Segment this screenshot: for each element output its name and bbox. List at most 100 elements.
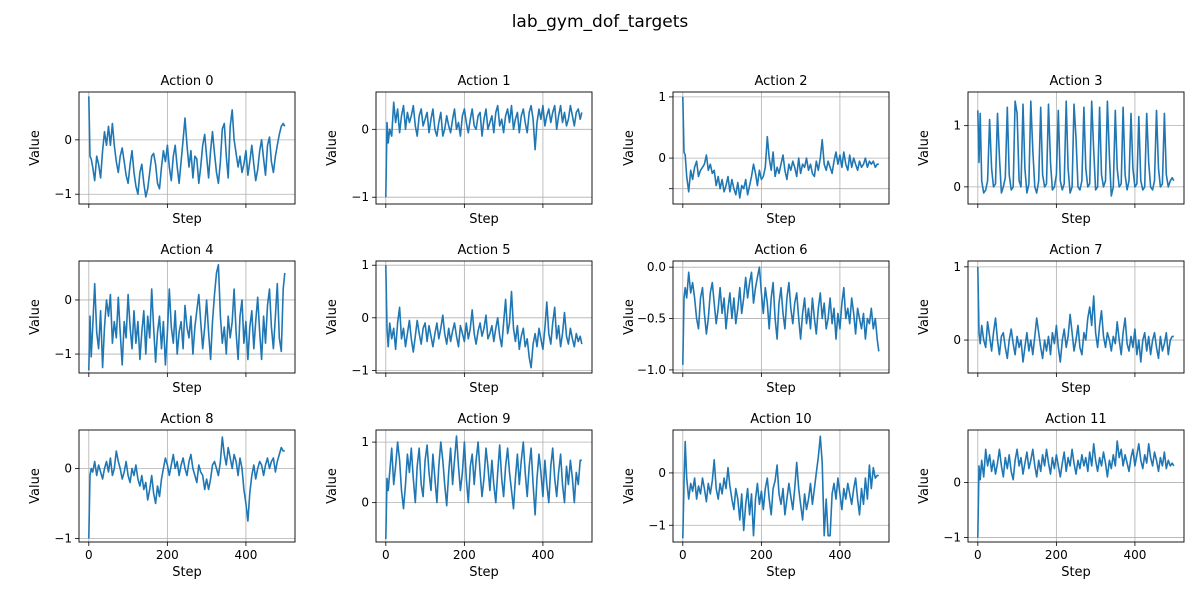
x-tick-label: 200 bbox=[1045, 548, 1068, 562]
y-axis-label: Value bbox=[917, 468, 932, 504]
y-tick-label: −1 bbox=[648, 518, 666, 532]
x-axis-label: Step bbox=[766, 381, 796, 396]
axes-frame bbox=[672, 91, 890, 205]
axes-frame bbox=[78, 91, 296, 205]
axes-frame bbox=[967, 429, 1185, 543]
subplot-title: Action 11 bbox=[1045, 412, 1106, 427]
y-tick-label: 0.0 bbox=[647, 260, 666, 274]
y-tick-label: 0 bbox=[361, 122, 369, 136]
x-axis-label: Step bbox=[469, 381, 499, 396]
y-tick-label: −1 bbox=[54, 532, 72, 546]
x-axis-label: Step bbox=[469, 212, 499, 227]
subplot-title: Action 4 bbox=[160, 243, 213, 258]
x-axis-label: Step bbox=[766, 212, 796, 227]
y-axis-label: Value bbox=[917, 299, 932, 335]
subplot-title: Action 0 bbox=[160, 74, 213, 89]
subplot-action-6: −1.0 −0.5 0.0 Action 6 Step Value bbox=[622, 243, 890, 396]
subplot-action-2: 0 1 Action 2 Step Value bbox=[622, 74, 890, 227]
x-tick-label: 400 bbox=[1123, 548, 1146, 562]
y-tick-label: 0 bbox=[64, 293, 72, 307]
y-axis-label: Value bbox=[28, 130, 43, 166]
subplot-title: Action 7 bbox=[1049, 243, 1102, 258]
y-tick-label: −1 bbox=[351, 363, 369, 377]
y-tick-label: 0 bbox=[658, 466, 666, 480]
y-tick-label: −0.5 bbox=[637, 312, 666, 326]
data-line-action-4 bbox=[88, 263, 286, 371]
y-axis-label: Value bbox=[622, 299, 637, 335]
data-line-action-3 bbox=[977, 100, 1175, 197]
y-tick-label: −1 bbox=[351, 190, 369, 204]
x-tick-label: 200 bbox=[156, 548, 179, 562]
subplot-title: Action 2 bbox=[754, 74, 807, 89]
subplot-action-11: 0 200 400 −1 0 Action 11 Step Value bbox=[917, 412, 1185, 580]
y-tick-label: 1 bbox=[658, 90, 666, 104]
y-axis-label: Value bbox=[28, 299, 43, 335]
y-tick-label: 1 bbox=[361, 435, 369, 449]
y-tick-label: 0 bbox=[953, 475, 961, 489]
x-axis-label: Step bbox=[172, 212, 202, 227]
x-tick-label: 200 bbox=[750, 548, 773, 562]
subplot-title: Action 3 bbox=[1049, 74, 1102, 89]
y-tick-label: 0 bbox=[953, 180, 961, 194]
x-axis-label: Step bbox=[172, 565, 202, 580]
axes-frame bbox=[672, 429, 890, 543]
axes-frame bbox=[672, 260, 890, 374]
data-line-action-11 bbox=[977, 440, 1175, 538]
x-tick-label: 0 bbox=[382, 548, 390, 562]
x-tick-label: 400 bbox=[828, 548, 851, 562]
y-axis-label: Value bbox=[325, 130, 340, 166]
figure-title: lab_gym_dof_targets bbox=[512, 12, 689, 32]
subplot-action-9: 0 200 400 0 1 Action 9 Step Value bbox=[325, 412, 593, 580]
y-axis-label: Value bbox=[622, 468, 637, 504]
subplot-title: Action 1 bbox=[457, 74, 510, 89]
y-tick-label: −1 bbox=[54, 347, 72, 361]
subplot-action-5: −1 0 1 Action 5 Step Value bbox=[325, 243, 593, 396]
axes-frame bbox=[375, 91, 593, 205]
y-axis-label: Value bbox=[917, 130, 932, 166]
x-axis-label: Step bbox=[172, 381, 202, 396]
subplot-action-0: −1 0 Action 0 Step Value bbox=[28, 74, 296, 227]
y-axis-label: Value bbox=[325, 299, 340, 335]
x-axis-label: Step bbox=[1061, 381, 1091, 396]
x-axis-label: Step bbox=[1061, 565, 1091, 580]
data-line-action-9 bbox=[385, 435, 582, 540]
data-line-action-8 bbox=[88, 436, 285, 539]
axes-frame bbox=[375, 429, 593, 543]
x-tick-label: 0 bbox=[85, 548, 93, 562]
data-line-action-1 bbox=[385, 101, 583, 198]
x-axis-label: Step bbox=[1061, 212, 1091, 227]
subplot-title: Action 5 bbox=[457, 243, 510, 258]
subplot-action-10: 0 200 400 −1 0 Action 10 Step Value bbox=[622, 412, 890, 580]
y-tick-label: 0 bbox=[64, 462, 72, 476]
y-tick-label: −1.0 bbox=[637, 363, 666, 377]
data-line-action-0 bbox=[88, 96, 286, 198]
subplot-action-3: 0 1 Action 3 Step Value bbox=[917, 74, 1185, 227]
y-axis-label: Value bbox=[622, 130, 637, 166]
x-tick-label: 400 bbox=[234, 548, 257, 562]
axes-frame bbox=[967, 91, 1185, 205]
subplot-title: Action 10 bbox=[750, 412, 811, 427]
y-tick-label: 0 bbox=[64, 133, 72, 147]
y-axis-label: Value bbox=[325, 468, 340, 504]
x-tick-label: 200 bbox=[453, 548, 476, 562]
y-tick-label: 1 bbox=[953, 119, 961, 133]
axes-frame bbox=[375, 260, 593, 374]
y-tick-label: 0 bbox=[361, 311, 369, 325]
data-line-action-7 bbox=[977, 266, 1174, 363]
subplot-action-4: −1 0 Action 4 Step Value bbox=[28, 243, 296, 396]
subplot-title: Action 8 bbox=[160, 412, 213, 427]
y-tick-label: 0 bbox=[953, 333, 961, 347]
y-tick-label: 1 bbox=[953, 260, 961, 274]
axes-frame bbox=[78, 429, 296, 543]
axes-frame bbox=[78, 260, 296, 374]
y-tick-label: 0 bbox=[361, 496, 369, 510]
x-tick-label: 0 bbox=[974, 548, 982, 562]
y-axis-label: Value bbox=[28, 468, 43, 504]
y-tick-label: 1 bbox=[361, 258, 369, 272]
x-tick-label: 0 bbox=[679, 548, 687, 562]
y-tick-label: −1 bbox=[943, 531, 961, 545]
x-axis-label: Step bbox=[469, 565, 499, 580]
subplot-title: Action 6 bbox=[754, 243, 807, 258]
x-tick-label: 400 bbox=[531, 548, 554, 562]
